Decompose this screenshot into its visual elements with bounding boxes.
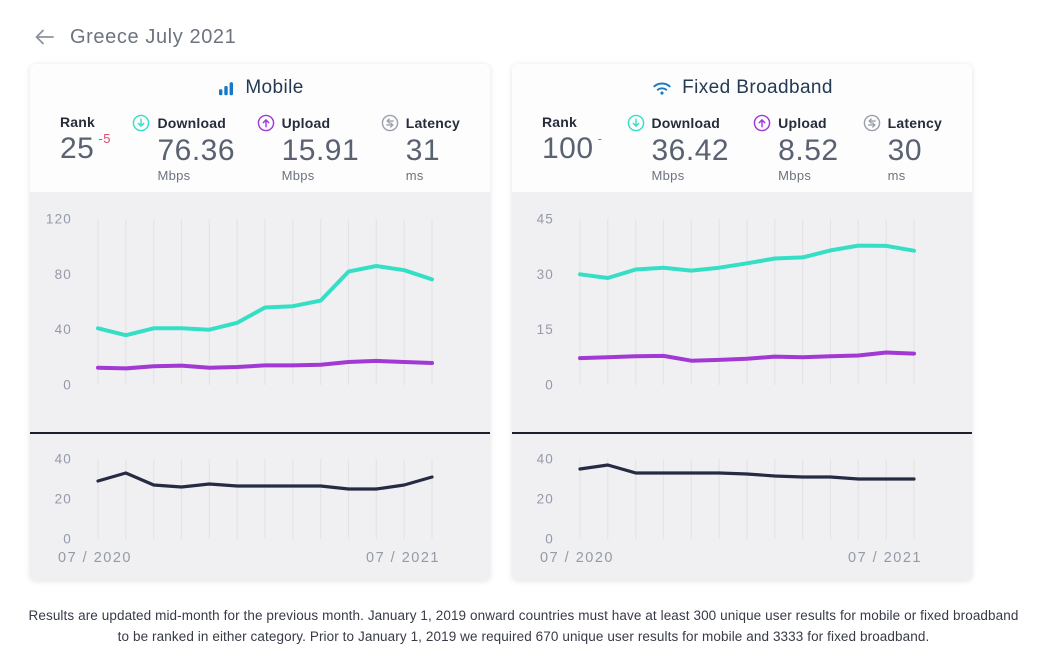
- page-header: Greece July 2021: [0, 0, 1047, 56]
- rank-value: 25 -5: [60, 131, 111, 165]
- rank-change-badge: -: [597, 131, 603, 146]
- svg-text:20: 20: [537, 492, 554, 507]
- stat-label: Latency: [405, 115, 460, 131]
- fixed-stats-row: Rank 100- Download 36.42 Mbps: [512, 114, 972, 183]
- upload-circle-icon: [753, 114, 771, 132]
- stat-label: Rank: [542, 114, 578, 130]
- latency-unit: ms: [887, 168, 906, 183]
- stat-label: Latency: [887, 115, 942, 131]
- fixed-speed-chart[interactable]: 45 30 15 0: [512, 192, 972, 427]
- latency-value: 30: [887, 134, 923, 167]
- stat-label: Download: [651, 115, 720, 131]
- latency-value: 31: [405, 134, 441, 167]
- svg-text:07 / 2020: 07 / 2020: [540, 550, 614, 566]
- rank-value: 100-: [542, 131, 603, 165]
- download-unit: Mbps: [651, 168, 685, 183]
- svg-text:40: 40: [55, 452, 72, 467]
- svg-text:07 / 2021: 07 / 2021: [366, 550, 440, 566]
- svg-text:07 / 2021: 07 / 2021: [848, 550, 922, 566]
- stat-download: Download 36.42 Mbps: [627, 114, 730, 183]
- mobile-stats-row: Rank 25 -5 Download 76.36 Mbps: [30, 114, 490, 183]
- chart-divider: [512, 432, 972, 434]
- svg-text:45: 45: [537, 212, 554, 227]
- rank-change-badge: -5: [98, 131, 111, 146]
- footer-disclaimer: Results are updated mid-month for the pr…: [28, 608, 1019, 644]
- svg-text:0: 0: [545, 378, 554, 393]
- stat-label: Upload: [778, 115, 827, 131]
- stat-rank: Rank 100-: [542, 114, 602, 183]
- svg-text:30: 30: [537, 267, 554, 282]
- mobile-latency-chart-section: 40 20 0 07 / 2020 07 / 2021: [30, 434, 490, 580]
- fixed-broadband-card: Fixed Broadband Rank 100- Download: [512, 64, 972, 580]
- stat-label: Rank: [60, 114, 96, 130]
- stat-upload: Upload 8.52 Mbps: [753, 114, 838, 183]
- download-value: 36.42: [651, 134, 730, 167]
- stat-latency: Latency 31 ms: [381, 114, 460, 183]
- stat-download: Download 76.36 Mbps: [132, 114, 235, 183]
- mobile-card-header: Mobile Rank 25 -5 Download: [30, 64, 490, 192]
- mobile-speed-chart-section: 120 80 40 0: [30, 192, 490, 432]
- svg-text:120: 120: [46, 212, 72, 227]
- upload-value: 15.91: [281, 134, 360, 167]
- cards-row: Mobile Rank 25 -5 Download: [30, 64, 1047, 580]
- upload-circle-icon: [257, 114, 275, 132]
- stat-upload: Upload 15.91 Mbps: [257, 114, 360, 183]
- card-title-label: Mobile: [245, 77, 304, 98]
- fixed-latency-chart-section: 40 20 0 07 / 2020 07 / 2021: [512, 434, 972, 580]
- card-title-label: Fixed Broadband: [682, 77, 833, 98]
- stat-label: Upload: [281, 115, 331, 131]
- mobile-latency-chart[interactable]: 40 20 0 07 / 2020 07 / 2021: [30, 434, 490, 580]
- latency-unit: ms: [405, 168, 424, 183]
- download-unit: Mbps: [157, 168, 191, 183]
- chart-divider: [30, 432, 490, 434]
- svg-text:80: 80: [55, 267, 72, 282]
- svg-text:0: 0: [63, 532, 72, 547]
- mobile-speed-chart[interactable]: 120 80 40 0: [30, 192, 490, 427]
- latency-circle-icon: [381, 114, 399, 132]
- svg-text:40: 40: [537, 452, 554, 467]
- stat-label: Download: [157, 115, 226, 131]
- download-value: 76.36: [157, 134, 236, 167]
- latency-circle-icon: [863, 114, 881, 132]
- svg-text:0: 0: [545, 532, 554, 547]
- mobile-bars-icon: [216, 78, 236, 98]
- page-title: Greece July 2021: [70, 25, 237, 48]
- fixed-speed-chart-section: 45 30 15 0: [512, 192, 972, 432]
- wifi-icon: [651, 78, 673, 98]
- fixed-card-title: Fixed Broadband: [512, 77, 972, 99]
- mobile-card-title: Mobile: [30, 77, 490, 99]
- svg-text:20: 20: [55, 492, 72, 507]
- mobile-card: Mobile Rank 25 -5 Download: [30, 64, 490, 580]
- svg-text:15: 15: [537, 322, 554, 337]
- upload-unit: Mbps: [281, 168, 315, 183]
- stat-rank: Rank 25 -5: [60, 114, 111, 183]
- download-circle-icon: [627, 114, 645, 132]
- upload-value: 8.52: [778, 134, 839, 167]
- svg-text:40: 40: [55, 322, 72, 337]
- svg-text:07 / 2020: 07 / 2020: [58, 550, 132, 566]
- back-arrow-icon[interactable]: [32, 25, 56, 49]
- download-circle-icon: [132, 114, 150, 132]
- svg-text:0: 0: [63, 378, 72, 393]
- fixed-latency-chart[interactable]: 40 20 0 07 / 2020 07 / 2021: [512, 434, 972, 580]
- upload-unit: Mbps: [778, 168, 812, 183]
- stat-latency: Latency 30 ms: [863, 114, 942, 183]
- fixed-card-header: Fixed Broadband Rank 100- Download: [512, 64, 972, 192]
